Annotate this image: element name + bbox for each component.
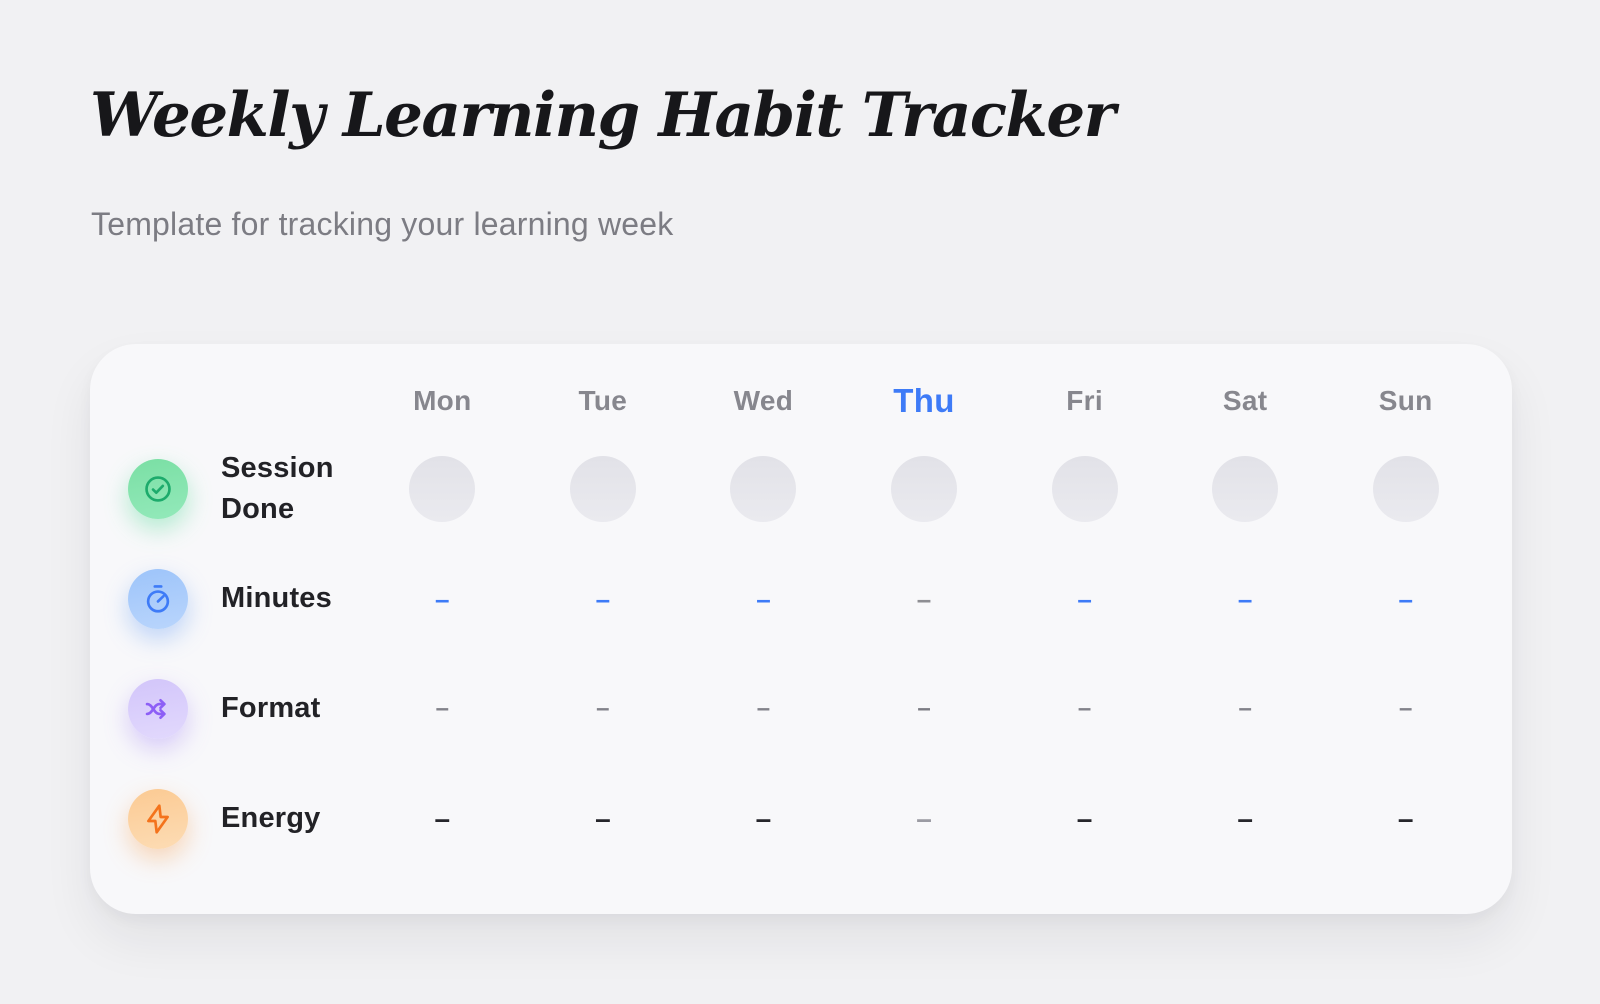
cell-minutes-sat[interactable]: – <box>1165 544 1326 654</box>
session-placeholder-circle <box>890 456 957 522</box>
row-label-minutes: Minutes <box>128 544 362 654</box>
dash-placeholder: – <box>756 695 771 722</box>
dash-placeholder: – <box>435 584 450 614</box>
page-subtitle: Template for tracking your learning week <box>91 206 674 242</box>
day-header-thu: Thu <box>893 382 955 419</box>
tracker-grid: Mon Tue Wed Thu Fri Sat Sun Session Done Minutes… <box>128 368 1486 874</box>
cell-format-sat[interactable]: – <box>1165 654 1326 764</box>
row-label-session-done: Session Done <box>128 434 362 544</box>
day-header-wed: Wed <box>733 385 794 416</box>
day-header-tue: Tue <box>578 385 628 416</box>
row-label-text: Energy <box>221 802 321 835</box>
dash-placeholder: – <box>1398 584 1413 614</box>
cell-minutes-sun[interactable]: – <box>1325 544 1486 654</box>
check-circle-icon <box>128 459 188 519</box>
cell-energy-thu[interactable]: – <box>844 764 1005 874</box>
cell-format-mon[interactable]: – <box>362 654 523 764</box>
cell-session-done-mon[interactable] <box>362 434 523 544</box>
session-placeholder-circle <box>1372 456 1439 522</box>
cell-format-fri[interactable]: – <box>1004 654 1165 764</box>
cell-format-thu[interactable]: – <box>844 654 1005 764</box>
cell-session-done-sun[interactable] <box>1325 434 1486 544</box>
cell-energy-sat[interactable]: – <box>1165 764 1326 874</box>
lightning-icon <box>128 789 188 849</box>
dash-placeholder: – <box>1238 695 1252 722</box>
cell-energy-mon[interactable]: – <box>362 764 523 874</box>
dash-placeholder: – <box>1077 695 1092 722</box>
cell-minutes-wed[interactable]: – <box>683 544 844 654</box>
dash-placeholder: – <box>1076 803 1093 834</box>
cell-minutes-thu[interactable]: – <box>844 544 1005 654</box>
row-label-text: Format <box>221 692 321 725</box>
cell-minutes-tue[interactable]: – <box>523 544 684 654</box>
session-placeholder-circle <box>569 456 636 522</box>
dash-placeholder: – <box>596 695 610 722</box>
dash-placeholder: – <box>1237 584 1253 614</box>
cell-session-done-thu[interactable] <box>844 434 1005 544</box>
dash-placeholder: – <box>595 803 611 834</box>
cell-format-wed[interactable]: – <box>683 654 844 764</box>
dash-placeholder: – <box>434 803 451 834</box>
dash-placeholder: – <box>756 584 771 614</box>
cell-energy-tue[interactable]: – <box>523 764 684 874</box>
stopwatch-icon <box>128 569 188 629</box>
row-label-text: Session Done <box>221 451 334 525</box>
row-label-energy: Energy <box>128 764 362 874</box>
dash-placeholder: – <box>916 584 932 614</box>
tracker-card: Mon Tue Wed Thu Fri Sat Sun Session Done Minutes… <box>90 344 1512 914</box>
cell-format-sun[interactable]: – <box>1325 654 1486 764</box>
day-header-sat: Sat <box>1222 385 1268 416</box>
shuffle-icon <box>128 679 188 739</box>
cell-format-tue[interactable]: – <box>523 654 684 764</box>
dash-placeholder: – <box>917 695 931 722</box>
dash-placeholder: – <box>1237 803 1253 834</box>
dash-placeholder: – <box>435 695 449 722</box>
cell-minutes-fri[interactable]: – <box>1004 544 1165 654</box>
cell-session-done-fri[interactable] <box>1004 434 1165 544</box>
cell-energy-fri[interactable]: – <box>1004 764 1165 874</box>
day-header-sun: Sun <box>1378 385 1433 416</box>
session-placeholder-circle <box>1212 456 1279 522</box>
row-label-text: Minutes <box>221 582 332 615</box>
grid-corner-spacer <box>128 368 362 434</box>
row-label-format: Format <box>128 654 362 764</box>
cell-minutes-mon[interactable]: – <box>362 544 523 654</box>
dash-placeholder: – <box>1399 695 1413 722</box>
dash-placeholder: – <box>1077 584 1092 614</box>
day-header-mon: Mon <box>413 385 472 416</box>
session-placeholder-circle <box>409 456 476 522</box>
cell-energy-sun[interactable]: – <box>1325 764 1486 874</box>
page-title: Weekly Learning Habit Tracker <box>90 80 1116 151</box>
cell-energy-wed[interactable]: – <box>683 764 844 874</box>
session-placeholder-circle <box>1051 456 1118 522</box>
cell-session-done-tue[interactable] <box>523 434 684 544</box>
dash-placeholder: – <box>1397 803 1414 834</box>
dash-placeholder: – <box>595 584 611 614</box>
day-header-fri: Fri <box>1066 385 1103 416</box>
session-placeholder-circle <box>730 456 797 522</box>
cell-session-done-wed[interactable] <box>683 434 844 544</box>
cell-session-done-sat[interactable] <box>1165 434 1326 544</box>
dash-placeholder: – <box>916 803 932 834</box>
dash-placeholder: – <box>755 803 772 834</box>
